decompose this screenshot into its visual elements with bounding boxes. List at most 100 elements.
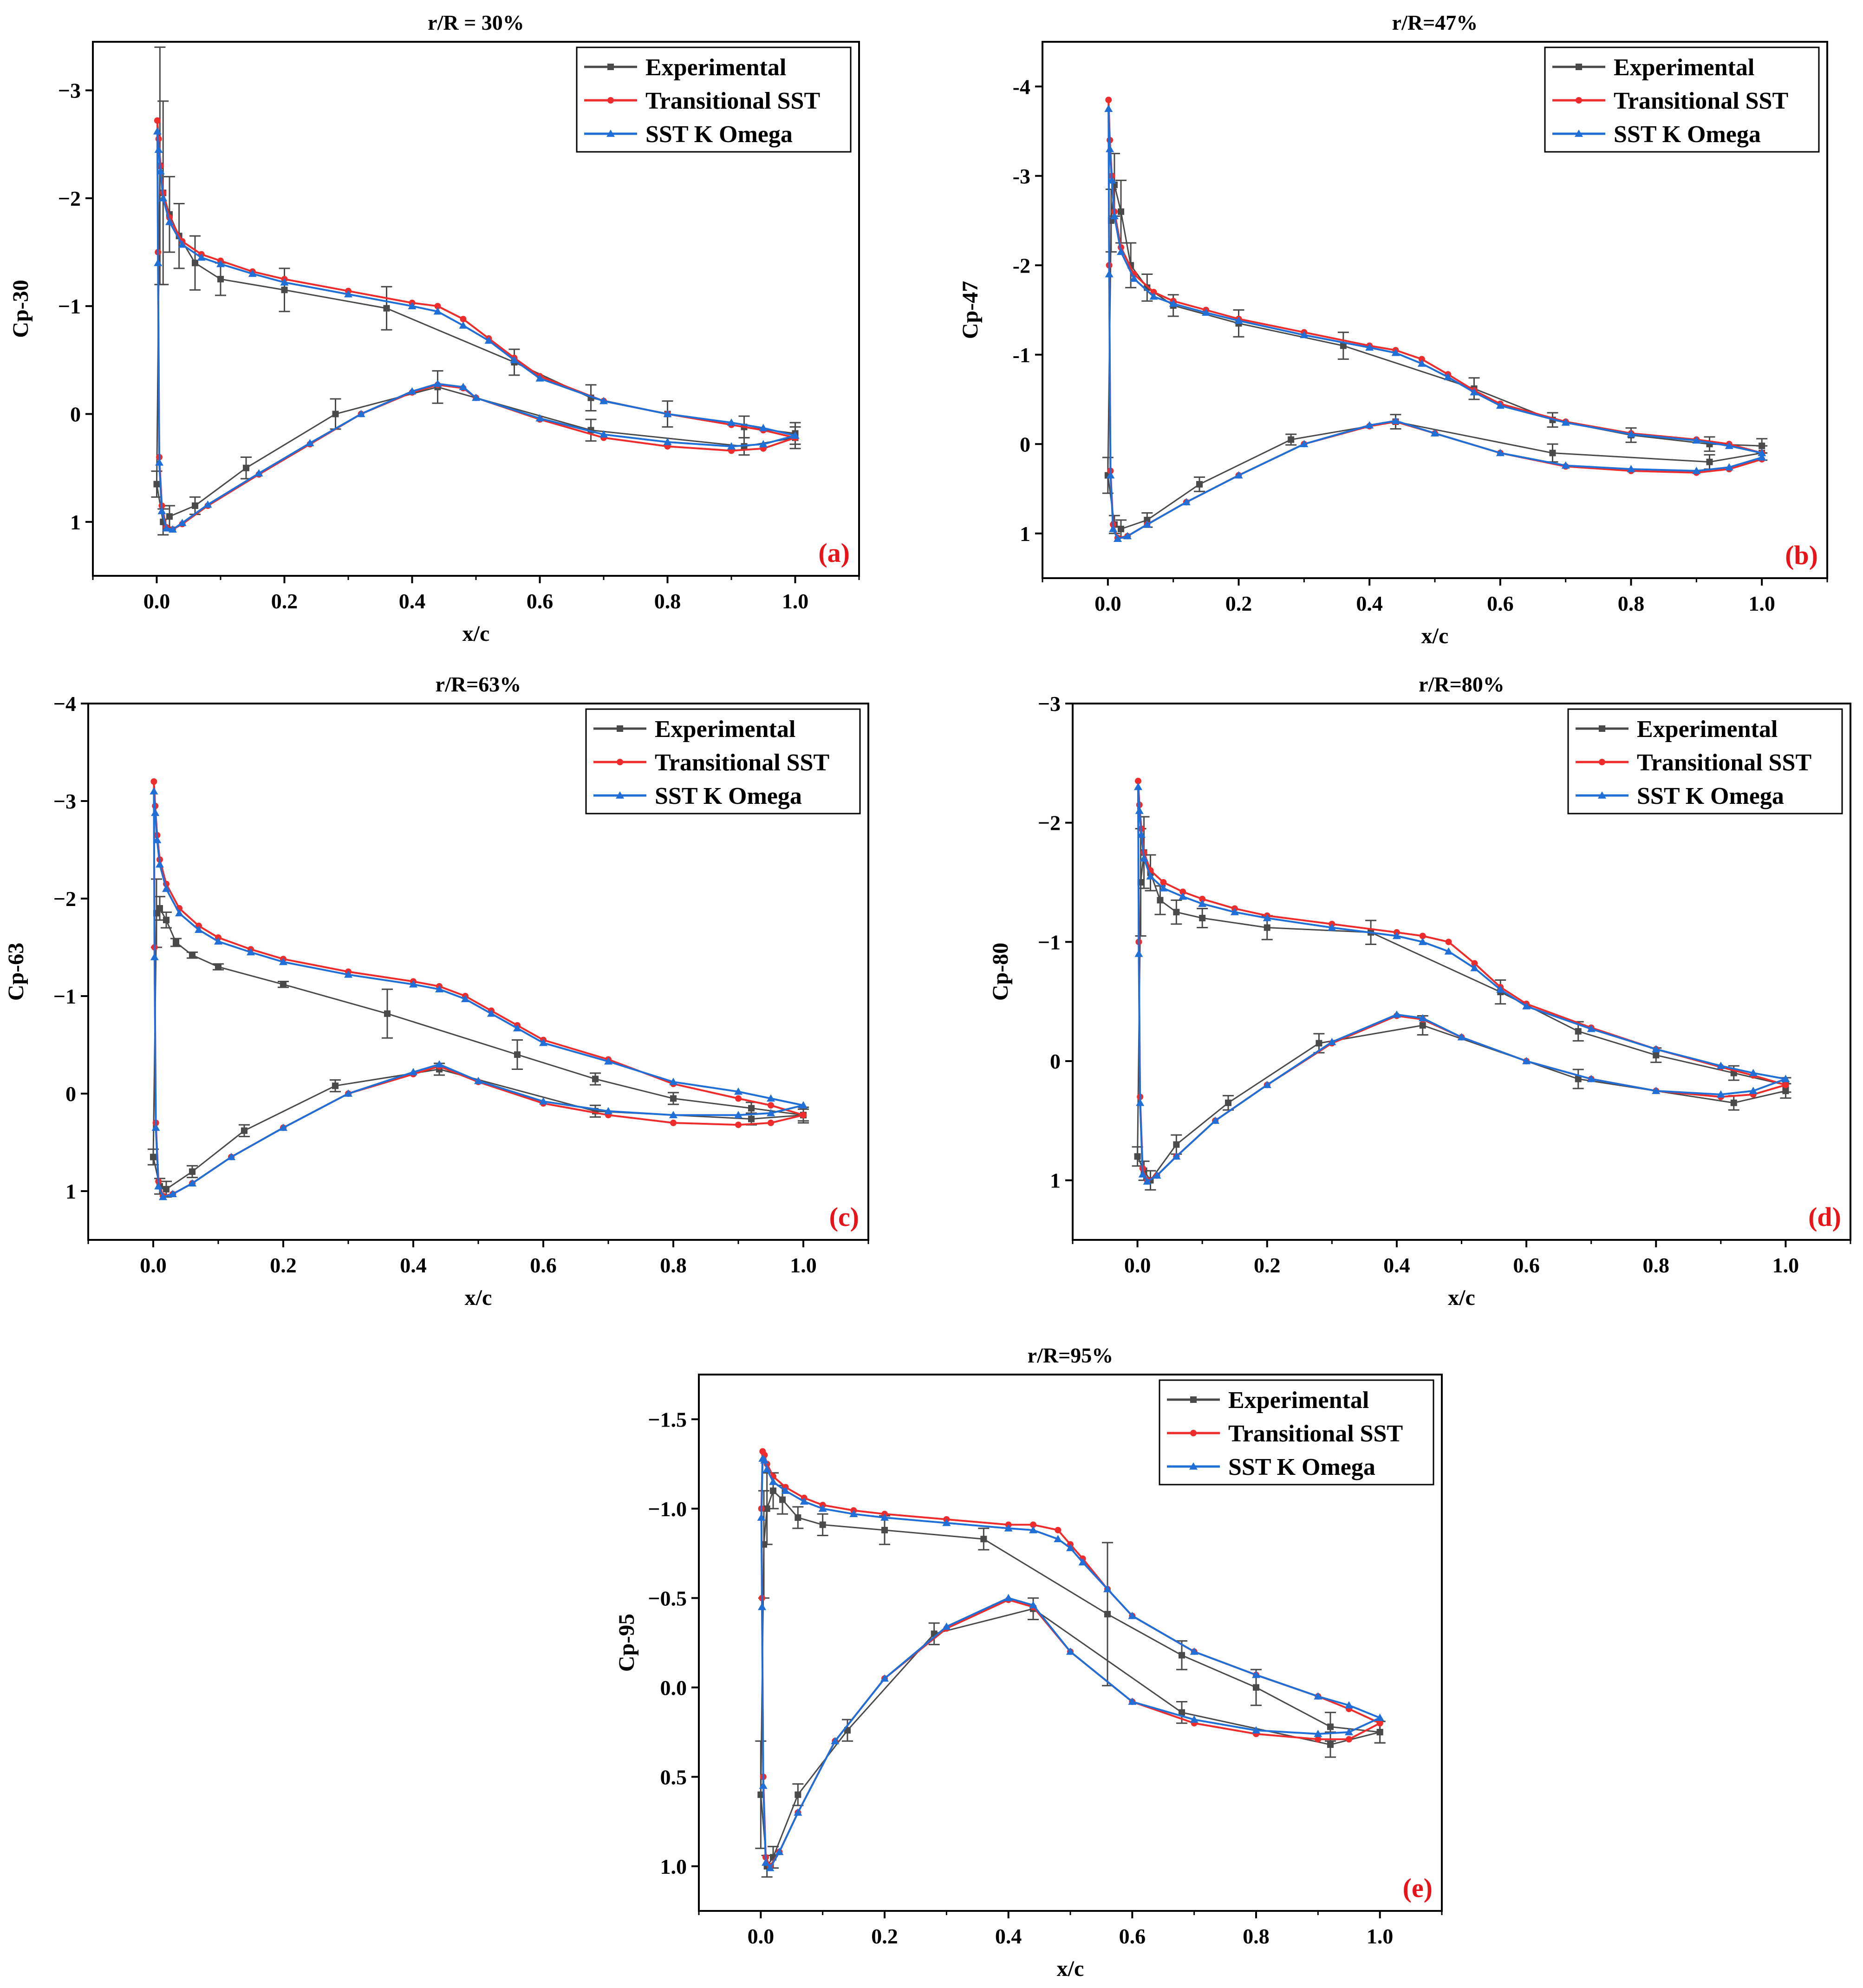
data-point <box>980 1536 987 1543</box>
data-point <box>1315 1736 1322 1743</box>
data-point <box>1030 1521 1036 1528</box>
data-point <box>1346 1736 1352 1743</box>
legend-marker <box>616 791 624 799</box>
data-point <box>1118 208 1124 215</box>
data-point <box>1431 429 1439 437</box>
data-point <box>1759 443 1765 450</box>
y-tick-label: 1 <box>1050 1169 1061 1193</box>
data-point <box>1054 1535 1062 1542</box>
data-point <box>748 1115 755 1122</box>
x-tick-label: 0.4 <box>1383 1253 1410 1277</box>
data-point <box>409 1068 417 1075</box>
data-point <box>1104 1610 1111 1617</box>
legend-label: Experimental <box>645 54 786 81</box>
data-point <box>459 321 468 329</box>
legend-label: Transitional SST <box>1614 88 1788 114</box>
x-tick-label: 1.0 <box>1772 1253 1799 1277</box>
x-tick-label: 0.0 <box>748 1924 775 1948</box>
data-point <box>727 442 736 450</box>
data-point <box>1109 525 1118 532</box>
data-point <box>1190 1715 1199 1723</box>
data-point <box>1575 1028 1582 1035</box>
panel-label: (c) <box>829 1202 859 1232</box>
data-point <box>151 808 160 816</box>
x-tick-label: 0.2 <box>1254 1253 1281 1277</box>
legend-label: SST K Omega <box>1637 783 1784 809</box>
x-tick-label: 0.0 <box>140 1253 167 1277</box>
data-point <box>1345 1728 1353 1735</box>
data-point <box>1190 1647 1199 1655</box>
data-point <box>1133 782 1142 790</box>
data-point <box>1113 534 1122 542</box>
data-point <box>1522 1002 1531 1010</box>
data-point <box>163 1186 169 1193</box>
data-point <box>779 1496 786 1503</box>
data-point <box>770 1487 776 1494</box>
x-tick-label: 0.4 <box>400 1253 427 1277</box>
data-point <box>818 1504 827 1512</box>
legend-marker <box>1576 97 1582 104</box>
data-point <box>1328 923 1336 931</box>
panel-label: (e) <box>1403 1873 1433 1903</box>
legend-label: Experimental <box>1637 716 1778 743</box>
data-point <box>1652 1045 1661 1053</box>
x-axis-title: x/c <box>465 1285 492 1310</box>
data-point <box>154 145 163 153</box>
data-point <box>168 525 177 533</box>
data-point <box>735 1095 742 1102</box>
data-point <box>1138 1170 1147 1178</box>
data-point <box>1782 1088 1789 1095</box>
legend-marker <box>1575 130 1583 137</box>
data-point <box>1105 97 1112 104</box>
y-tick-label: −3 <box>58 79 81 103</box>
data-point <box>1150 289 1157 295</box>
data-point <box>1103 1585 1112 1592</box>
data-point <box>1104 104 1113 112</box>
legend-label: SST K Omega <box>655 783 802 809</box>
x-tick-label: 0.8 <box>654 589 681 613</box>
data-point <box>214 937 222 945</box>
data-point <box>153 481 160 488</box>
data-point <box>759 440 768 448</box>
y-tick-label: 0.0 <box>660 1676 687 1700</box>
data-point <box>1288 436 1295 443</box>
legend-marker <box>1598 791 1606 799</box>
data-point <box>1496 449 1505 456</box>
data-point <box>384 1010 391 1017</box>
data-point <box>1157 897 1164 904</box>
panel-label: (a) <box>818 538 850 568</box>
data-point <box>1561 461 1570 469</box>
data-point <box>1327 1741 1334 1748</box>
data-point <box>162 885 170 892</box>
y-tick-label: -4 <box>1013 75 1030 98</box>
data-point <box>768 1102 774 1109</box>
data-point <box>1128 1611 1137 1619</box>
y-tick-label: 0 <box>70 403 81 426</box>
data-point <box>1758 453 1766 461</box>
data-point <box>831 1737 840 1744</box>
data-point <box>1445 939 1452 945</box>
chart-panel-3: r/R=80% 0.0 0.2 0.4 0.6 0.8 1.0 −3 −2 −1 0 1 x/c Cp-8… <box>988 672 1851 1310</box>
chart-panel-1: r/R=47% 0.0 0.2 0.4 0.6 0.8 1.0 -4 -3 -2 -1 0 1 x/c Cp… <box>958 11 1828 648</box>
data-point <box>1225 1099 1231 1106</box>
data-point <box>762 1465 771 1473</box>
data-point <box>433 379 442 387</box>
chart-title: r/R = 30% <box>428 11 524 34</box>
data-point <box>1418 1014 1427 1022</box>
data-point <box>768 1120 774 1126</box>
series-line <box>1107 108 1762 540</box>
chart-panel-4: r/R=95% 0.0 0.2 0.4 0.6 0.8 1.0 −1.5 −1.0 −0.5 0.0… <box>614 1343 1443 1981</box>
data-point <box>604 1107 612 1115</box>
data-point <box>1144 516 1151 523</box>
data-point <box>1716 1062 1725 1069</box>
legend: Experimental Transitional SST SST K Omega <box>576 46 852 153</box>
data-point <box>173 939 179 946</box>
data-point <box>1169 300 1178 307</box>
legend-label: SST K Omega <box>645 121 793 148</box>
data-point <box>344 290 352 298</box>
data-point <box>1444 947 1453 955</box>
x-tick-label: 1.0 <box>1367 1924 1394 1948</box>
data-point <box>1300 331 1309 339</box>
legend-marker <box>1576 64 1582 70</box>
data-point <box>769 1478 777 1485</box>
